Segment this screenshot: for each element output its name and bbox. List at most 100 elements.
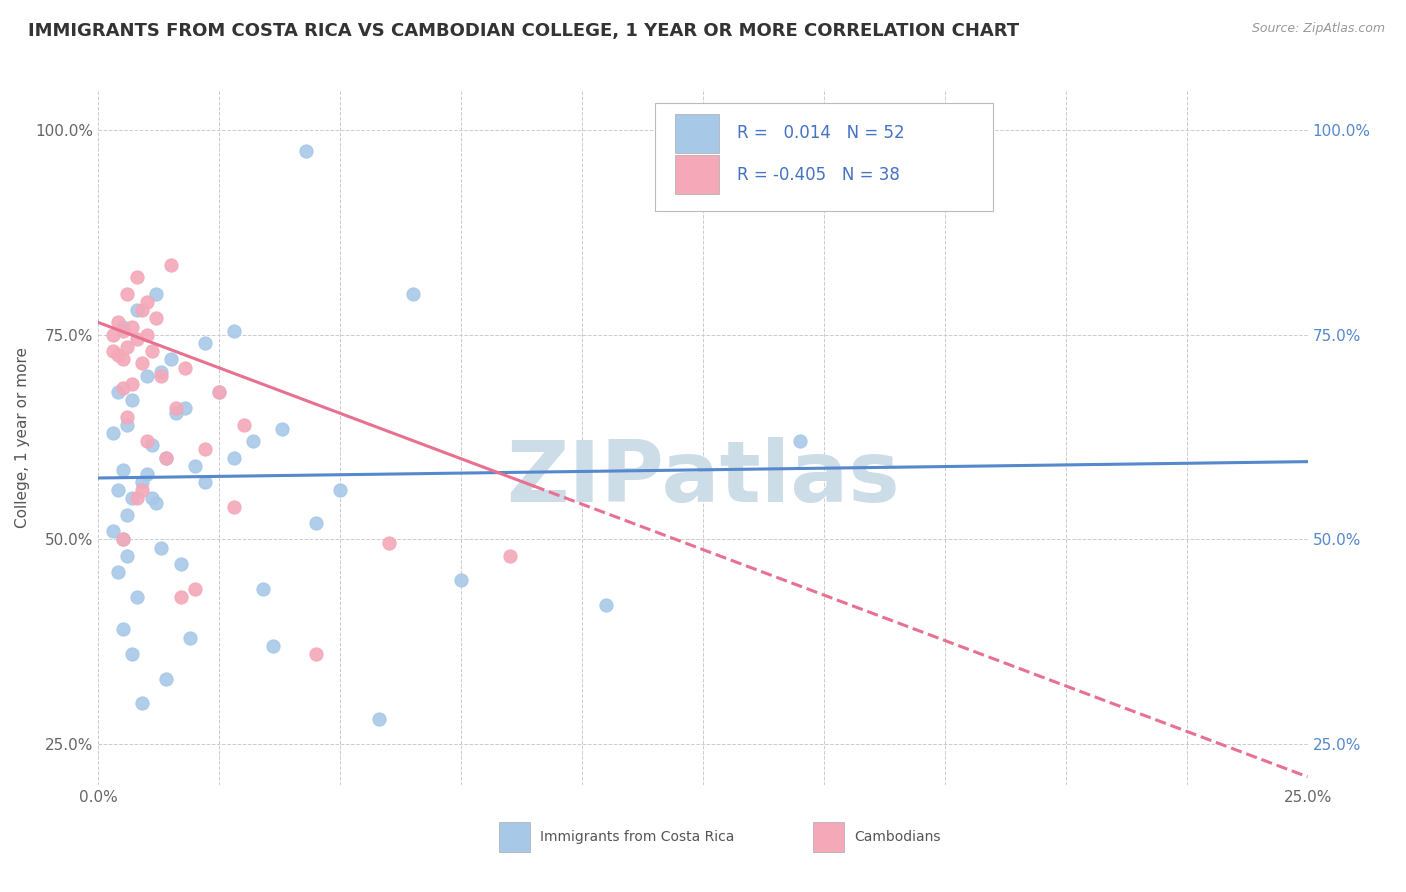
- Point: [107, 316, 129, 330]
- Point: [117, 286, 139, 301]
- Point: [329, 483, 352, 498]
- Point: [121, 491, 143, 506]
- Text: IMMIGRANTS FROM COSTA RICA VS CAMBODIAN COLLEGE, 1 YEAR OR MORE CORRELATION CHAR: IMMIGRANTS FROM COSTA RICA VS CAMBODIAN …: [28, 22, 1019, 40]
- Point: [111, 533, 134, 547]
- Point: [169, 590, 191, 604]
- Point: [141, 438, 163, 452]
- Point: [169, 557, 191, 571]
- Point: [111, 319, 134, 334]
- Text: R = -0.405   N = 38: R = -0.405 N = 38: [737, 166, 900, 184]
- Point: [117, 549, 139, 563]
- Point: [155, 672, 177, 686]
- Point: [150, 541, 173, 555]
- Point: [131, 483, 153, 498]
- Point: [111, 533, 134, 547]
- Point: [252, 582, 274, 596]
- Point: [111, 324, 134, 338]
- Point: [595, 598, 617, 612]
- Point: [155, 450, 177, 465]
- Point: [117, 417, 139, 432]
- Text: Immigrants from Costa Rica: Immigrants from Costa Rica: [540, 830, 734, 844]
- FancyBboxPatch shape: [813, 822, 845, 853]
- Text: ZIPatlas: ZIPatlas: [506, 437, 900, 520]
- Point: [135, 295, 157, 310]
- Point: [135, 467, 157, 481]
- Point: [295, 144, 318, 158]
- Point: [194, 442, 217, 457]
- Point: [121, 376, 143, 391]
- Point: [271, 422, 294, 436]
- Point: [150, 368, 173, 383]
- Text: Source: ZipAtlas.com: Source: ZipAtlas.com: [1251, 22, 1385, 36]
- Point: [127, 332, 149, 346]
- Point: [222, 324, 245, 338]
- Point: [117, 508, 139, 522]
- Point: [377, 536, 399, 550]
- Point: [194, 475, 217, 489]
- Point: [242, 434, 264, 449]
- Point: [135, 327, 157, 342]
- Point: [498, 549, 520, 563]
- Point: [150, 365, 173, 379]
- Point: [145, 495, 167, 509]
- FancyBboxPatch shape: [675, 155, 718, 194]
- Point: [155, 450, 177, 465]
- Point: [107, 565, 129, 579]
- Point: [101, 327, 124, 342]
- Point: [145, 286, 167, 301]
- Point: [101, 425, 124, 440]
- Point: [174, 401, 197, 416]
- Point: [111, 352, 134, 367]
- Point: [111, 623, 134, 637]
- Point: [131, 696, 153, 710]
- FancyBboxPatch shape: [499, 822, 530, 853]
- Point: [111, 463, 134, 477]
- Point: [141, 491, 163, 506]
- Point: [222, 450, 245, 465]
- Point: [145, 311, 167, 326]
- Point: [262, 639, 284, 653]
- Point: [117, 409, 139, 424]
- FancyBboxPatch shape: [655, 103, 993, 211]
- Point: [121, 393, 143, 408]
- Point: [127, 491, 149, 506]
- Point: [121, 319, 143, 334]
- Point: [305, 647, 328, 661]
- Point: [208, 385, 231, 400]
- Y-axis label: College, 1 year or more: College, 1 year or more: [15, 347, 30, 527]
- Point: [131, 475, 153, 489]
- Point: [127, 590, 149, 604]
- Point: [101, 344, 124, 359]
- Point: [305, 516, 328, 530]
- Point: [107, 348, 129, 362]
- Point: [127, 270, 149, 285]
- Point: [131, 356, 153, 370]
- Point: [402, 286, 425, 301]
- Point: [160, 258, 183, 272]
- Point: [135, 368, 157, 383]
- Point: [135, 434, 157, 449]
- Point: [789, 434, 811, 449]
- Point: [232, 417, 254, 432]
- Point: [160, 352, 183, 367]
- Point: [107, 483, 129, 498]
- Point: [184, 458, 207, 473]
- Point: [131, 303, 153, 318]
- Point: [121, 647, 143, 661]
- Point: [165, 405, 187, 419]
- Point: [107, 385, 129, 400]
- Point: [127, 303, 149, 318]
- Point: [450, 574, 472, 588]
- FancyBboxPatch shape: [675, 113, 718, 153]
- Text: R =   0.014   N = 52: R = 0.014 N = 52: [737, 124, 904, 142]
- Point: [194, 335, 217, 350]
- Point: [208, 385, 231, 400]
- Text: Cambodians: Cambodians: [855, 830, 941, 844]
- Point: [368, 713, 391, 727]
- Point: [222, 500, 245, 514]
- Point: [141, 344, 163, 359]
- Point: [111, 381, 134, 395]
- Point: [184, 582, 207, 596]
- Point: [179, 631, 201, 645]
- Point: [101, 524, 124, 539]
